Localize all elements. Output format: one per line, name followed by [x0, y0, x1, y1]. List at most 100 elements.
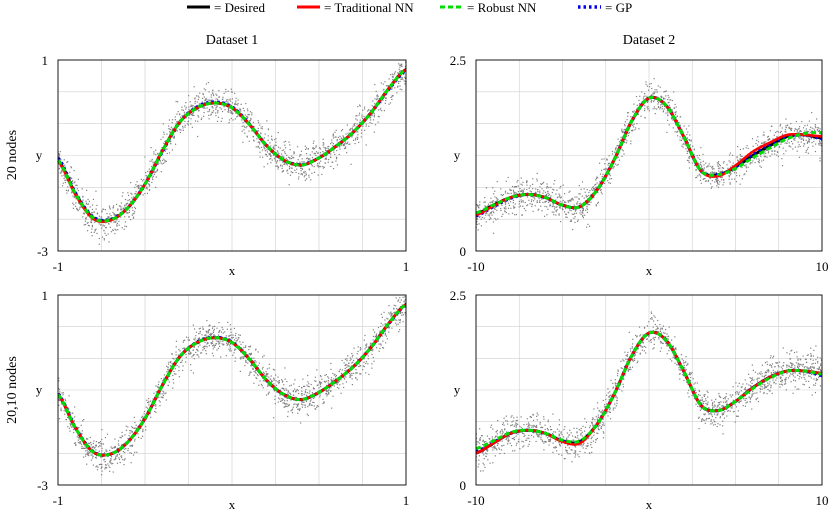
noise-point [104, 466, 106, 469]
noise-point [244, 364, 246, 367]
noise-point [480, 434, 483, 437]
noise-point [158, 396, 160, 398]
noise-point [158, 162, 160, 164]
noise-point [231, 91, 233, 93]
plot-frame [475, 59, 823, 252]
noise-point [779, 124, 782, 126]
noise-point [805, 139, 807, 141]
noise-point [609, 391, 611, 393]
noise-point [384, 333, 387, 335]
noise-point [357, 137, 359, 139]
noise-point [208, 114, 210, 116]
noise-point [588, 194, 590, 197]
noise-point [741, 178, 743, 180]
noise-point [212, 89, 214, 91]
noise-point [229, 100, 232, 102]
noise-point [724, 411, 726, 413]
noise-point [812, 384, 815, 386]
noise-point [798, 126, 801, 128]
noise-point [72, 207, 75, 209]
noise-point [173, 358, 175, 360]
noise-point [155, 149, 157, 151]
noise-point [699, 394, 701, 396]
noise-point [639, 353, 641, 355]
noise-point [519, 187, 521, 190]
noise-point [84, 445, 86, 447]
noise-point [516, 193, 518, 195]
noise-point [528, 187, 530, 189]
noise-point [251, 365, 253, 367]
noise-point [582, 212, 584, 214]
noise-point [585, 194, 587, 197]
noise-point [716, 181, 718, 183]
noise-point [357, 105, 359, 108]
noise-point [162, 397, 164, 399]
noise-point [485, 212, 487, 214]
noise-point [208, 345, 210, 347]
noise-point [818, 143, 820, 145]
noise-point [653, 106, 655, 108]
noise-point [60, 171, 62, 173]
noise-point [143, 416, 145, 418]
noise-point [182, 129, 184, 131]
noise-point [75, 202, 77, 204]
noise-point [257, 130, 259, 132]
noise-point [790, 122, 792, 125]
noise-point [666, 343, 668, 345]
noise-point [101, 210, 103, 212]
noise-point [336, 149, 338, 152]
noise-point [672, 111, 674, 113]
noise-point [326, 390, 329, 392]
noise-point [301, 406, 304, 408]
noise-point [114, 228, 116, 230]
noise-point [685, 128, 688, 130]
noise-point [740, 158, 742, 160]
noise-point [810, 126, 812, 128]
noise-point [101, 450, 103, 452]
noise-point [167, 384, 169, 387]
noise-point [546, 206, 548, 208]
noise-point [239, 357, 241, 359]
noise-point [193, 86, 195, 88]
noise-point [608, 182, 610, 184]
noise-point [251, 357, 253, 359]
noise-point [302, 378, 304, 380]
noise-point [206, 343, 208, 345]
noise-point [512, 420, 514, 422]
noise-point [69, 411, 71, 413]
noise-point [768, 151, 770, 153]
noise-point [507, 207, 510, 209]
noise-point [277, 381, 279, 383]
noise-point [509, 188, 511, 190]
noise-point [380, 344, 382, 346]
noise-point [252, 136, 255, 138]
noise-point [202, 92, 204, 95]
noise-point [580, 202, 582, 204]
noise-point [583, 188, 585, 190]
noise-point [191, 114, 193, 116]
noise-point [713, 419, 715, 421]
noise-point [296, 403, 298, 405]
noise-point [346, 366, 348, 368]
noise-point [613, 166, 615, 168]
noise-point [283, 164, 285, 166]
noise-point [149, 160, 151, 162]
noise-point [349, 372, 351, 375]
noise-point [101, 438, 103, 441]
noise-point [714, 405, 716, 407]
noise-point [84, 455, 87, 457]
noise-point [267, 163, 269, 165]
noise-point [646, 95, 648, 97]
noise-point [762, 134, 764, 136]
noise-point [72, 195, 74, 197]
noise-point [345, 143, 347, 145]
noise-point [149, 171, 151, 173]
noise-point [809, 132, 811, 134]
noise-point [372, 356, 374, 359]
noise-point [768, 390, 770, 392]
noise-point [202, 94, 204, 96]
noise-point [163, 158, 165, 160]
noise-point [129, 445, 131, 447]
noise-point [228, 111, 230, 113]
noise-point [229, 348, 232, 350]
